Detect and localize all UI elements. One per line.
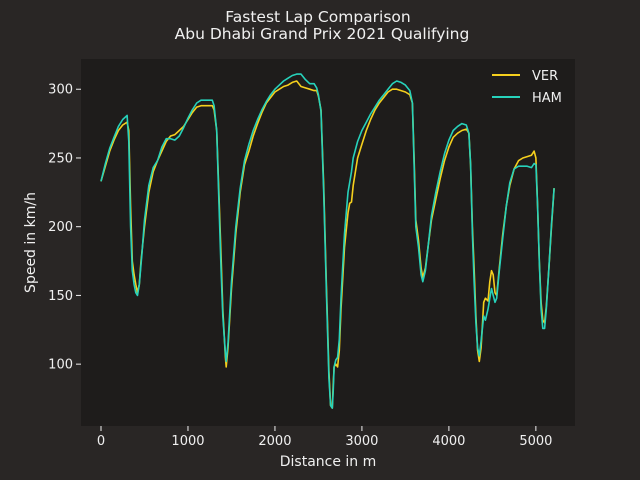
legend: VER HAM xyxy=(483,63,571,111)
series-line-ham xyxy=(100,73,555,409)
y-tick-label: 150 xyxy=(48,289,73,304)
y-tick-label: 250 xyxy=(48,151,73,166)
x-tick-label: 3000 xyxy=(345,434,378,449)
y-axis: 100 150 200 250 300 xyxy=(48,83,81,373)
x-tick-label: 0 xyxy=(97,434,105,449)
chart-title: Fastest Lap Comparison xyxy=(225,8,410,26)
series-lines xyxy=(100,73,555,409)
chart-subtitle: Abu Dhabi Grand Prix 2021 Qualifying xyxy=(175,25,470,43)
y-tick-label: 300 xyxy=(48,83,73,98)
x-tick-label: 4000 xyxy=(432,434,465,449)
x-tick-label: 2000 xyxy=(258,434,291,449)
y-axis-label: Speed in km/h xyxy=(23,192,39,293)
x-axis: 0 1000 2000 3000 4000 5000 xyxy=(97,426,552,449)
y-tick-label: 200 xyxy=(48,220,73,235)
legend-label-ver: VER xyxy=(532,69,558,84)
y-tick-label: 100 xyxy=(48,358,73,373)
x-tick-label: 1000 xyxy=(171,434,204,449)
x-axis-label: Distance in m xyxy=(280,454,377,470)
x-tick-label: 5000 xyxy=(519,434,552,449)
legend-label-ham: HAM xyxy=(532,91,562,106)
